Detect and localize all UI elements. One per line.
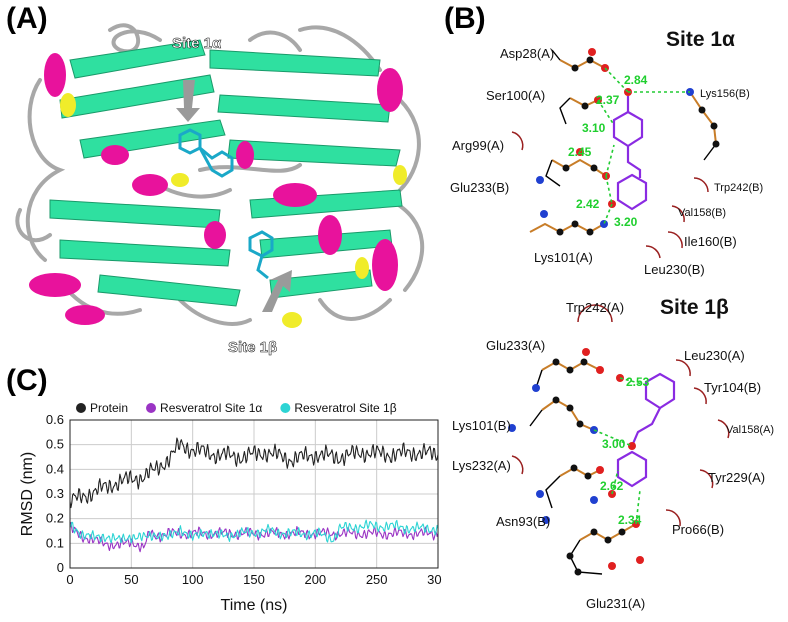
carbon-atoms-1a — [556, 56, 720, 236]
hbond-distance: 2.42 — [576, 197, 600, 211]
y-axis-label: RMSD (nm) — [19, 452, 36, 536]
residue-label: Trp242(B) — [714, 182, 763, 194]
residue-label: Glu231(A) — [586, 596, 645, 611]
residue-label: Leu230(A) — [684, 348, 745, 363]
panel-c-label: (C) — [6, 364, 48, 397]
hbond-lines-1a — [597, 67, 690, 225]
residue-label: Trp242(A) — [566, 300, 624, 315]
y-tick-label: 0.5 — [46, 437, 64, 452]
residue-label: Val158(B) — [678, 207, 726, 219]
panel-a-label: (A) — [6, 2, 48, 35]
legend-marker — [146, 403, 157, 413]
y-tick-label: 0 — [57, 560, 64, 575]
rmsd-chart: Protein Resveratrol Site 1α Resveratrol Si… — [19, 401, 442, 614]
hbond-distance: 3.20 — [614, 215, 638, 229]
site-1a-label: Site 1α — [172, 35, 222, 52]
series-line — [69, 519, 439, 544]
ligand-1a — [612, 96, 648, 211]
x-tick-label: 200 — [304, 572, 326, 587]
hbond-lines-1b — [593, 377, 647, 525]
residue-bonds-1b-dark — [529, 369, 603, 575]
hbond-distance: 2.34 — [618, 513, 642, 527]
hbond-distance: 2.62 — [600, 479, 624, 493]
chart-series — [69, 437, 439, 553]
y-tick-label: 0.2 — [46, 511, 64, 526]
residue-label: Ser100(A) — [486, 88, 545, 103]
residue-label: Asp28(A) — [500, 46, 554, 61]
site-1a-title: Site 1α — [666, 28, 735, 51]
resveratrol-ligands — [178, 128, 274, 280]
residue-label: Lys101(A) — [534, 250, 593, 265]
hbond-distance: 3.00 — [602, 437, 626, 451]
series-line — [69, 522, 439, 553]
legend-marker — [76, 403, 86, 413]
residue-label: Tyr229(A) — [708, 470, 765, 485]
residue-label: Asn93(B) — [496, 514, 550, 529]
hbond-distance: 2.53 — [626, 375, 650, 389]
hydrophobic-arcs-1a — [511, 131, 709, 259]
residue-label: Arg99(A) — [452, 138, 504, 153]
nitrogen-atoms-1a — [536, 88, 694, 228]
x-tick-label: 150 — [243, 572, 265, 587]
protein-structure-figure: Site 1α Site 1β — [15, 23, 425, 356]
x-axis-label: Time (ns) — [221, 597, 288, 614]
x-tick-label: 50 — [124, 572, 138, 587]
x-tick-label: 0 — [66, 572, 73, 587]
x-tick-label: 100 — [182, 572, 204, 587]
legend-label: Resveratrol Site 1α — [160, 401, 262, 415]
turns — [60, 93, 407, 328]
alpha-helices — [29, 53, 403, 325]
hbond-distance: 2.45 — [568, 145, 592, 159]
chart-legend: Protein Resveratrol Site 1α Resveratrol Si… — [76, 401, 397, 415]
y-tick-label: 0.6 — [46, 412, 64, 427]
site-1b-title: Site 1β — [660, 296, 729, 319]
interaction-diagrams: Site 1α Site 1β — [450, 28, 774, 611]
ligand-1b — [616, 372, 676, 488]
site-1b-label: Site 1β — [228, 339, 277, 356]
residue-label: Glu233(B) — [450, 180, 509, 195]
legend-label: Protein — [90, 401, 128, 415]
hydrophobic-arcs-1b — [511, 304, 730, 527]
plot-frame — [69, 419, 439, 569]
nitrogen-atoms-1b — [508, 384, 598, 524]
site-arrows — [176, 80, 292, 312]
residue-label: Leu230(B) — [644, 262, 705, 277]
x-tick-label: 250 — [366, 572, 388, 587]
legend-marker — [280, 403, 291, 413]
chart-grid — [69, 419, 439, 569]
hbond-distance: 3.10 — [582, 121, 606, 135]
hbond-distance: 2.84 — [624, 73, 648, 87]
chart-ticks: 0 50 100 150 200 250 300 0 0.1 0.2 0.3 0.4 0.5 0.6 — [46, 412, 442, 587]
series-line — [69, 437, 439, 509]
residue-label: Ile160(B) — [684, 234, 737, 249]
residue-label: Tyr104(B) — [704, 380, 761, 395]
residue-label: Lys232(A) — [452, 458, 511, 473]
beta-sheets — [49, 39, 403, 307]
x-tick-label: 300 — [427, 572, 442, 587]
carbon-atoms-1b — [552, 358, 626, 576]
y-tick-label: 0.3 — [46, 486, 64, 501]
y-tick-label: 0.1 — [46, 535, 64, 550]
residue-label: Val158(A) — [726, 424, 774, 436]
legend-label: Resveratrol Site 1β — [294, 401, 396, 415]
residue-label: Lys156(B) — [700, 88, 750, 100]
hbond-distance: 2.37 — [596, 93, 620, 107]
residue-label: Lys101(B) — [452, 418, 511, 433]
y-tick-label: 0.4 — [46, 461, 64, 476]
residue-label: Glu233(A) — [486, 338, 545, 353]
panel-b-label: (B) — [444, 2, 486, 35]
residue-label: Pro66(B) — [672, 522, 724, 537]
